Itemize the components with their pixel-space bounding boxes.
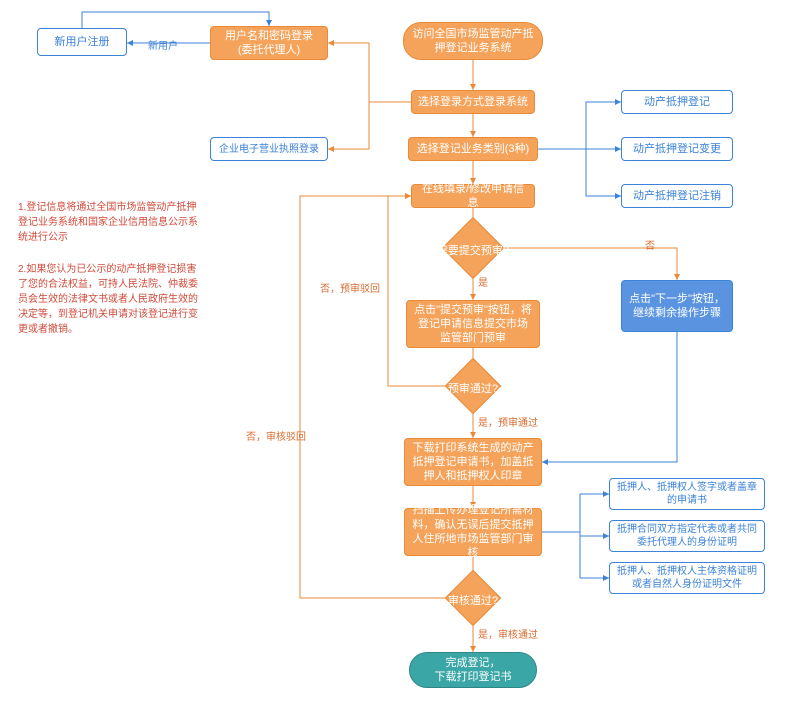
choose-login-method-node: 选择登录方式登录系统	[411, 90, 535, 114]
no-preview-reject-label: 否，预审驳回	[320, 280, 380, 295]
next-step-node: 点击"下一步"按钮，继续剩余操作步骤	[621, 280, 733, 332]
start-node: 访问全国市场监管动产抵押登记业务系统	[403, 22, 543, 60]
login-password-node: 用户名和密码登录 (委托代理人)	[210, 26, 328, 60]
type-registration-node: 动产抵押登记	[621, 90, 733, 114]
end-node: 完成登记， 下载打印登记书	[409, 652, 537, 688]
yes-audit-pass-label: 是，审核通过	[478, 626, 538, 641]
submit-preview-node: 点击"提交预审"按钮，将登记申请信息提交市场监管部门预审	[406, 300, 540, 348]
upload-scan-node: 扫描上传办理登记所需材料，确认无误后提交抵押人住所地市场监管部门审核	[404, 508, 542, 556]
no-preview-label: 否	[645, 237, 655, 252]
fill-form-node: 在线填录/修改申请信息	[411, 184, 535, 208]
yes-preview-pass-label: 是，预审通过	[478, 414, 538, 429]
material-3-node: 抵押人、抵押权人主体资格证明或者自然人身份证明文件	[609, 562, 765, 594]
type-cancel-node: 动产抵押登记注销	[621, 184, 733, 208]
note-1: 1.登记信息将通过全国市场监管动产抵押登记业务系统和国家企业信用信息公示系统进行…	[18, 200, 198, 245]
new-user-register-node: 新用户注册	[37, 28, 127, 56]
material-1-node: 抵押人、抵押权人签字或者盖章的申请书	[609, 478, 765, 510]
need-preview-decision	[442, 217, 504, 279]
choose-business-type-node: 选择登记业务类别(3种)	[408, 137, 538, 161]
note-2: 2.如果您认为已公示的动产抵押登记损害了您的合法权益，可持人民法院、仲裁委员会生…	[18, 262, 198, 337]
no-audit-reject-label: 否，审核驳回	[246, 428, 306, 443]
type-change-node: 动产抵押登记变更	[621, 137, 733, 161]
preview-pass-decision	[445, 358, 502, 415]
new-user-label: 新用户	[148, 37, 178, 52]
audit-pass-decision	[445, 570, 502, 627]
material-2-node: 抵押合同双方指定代表或者共同委托代理人的身份证明	[609, 520, 765, 552]
yes-preview-label: 是	[478, 274, 488, 289]
business-license-login-node: 企业电子营业执照登录	[210, 137, 328, 161]
download-application-node: 下载打印系统生成的动产抵押登记申请书，加盖抵押人和抵押权人印章	[404, 438, 542, 486]
